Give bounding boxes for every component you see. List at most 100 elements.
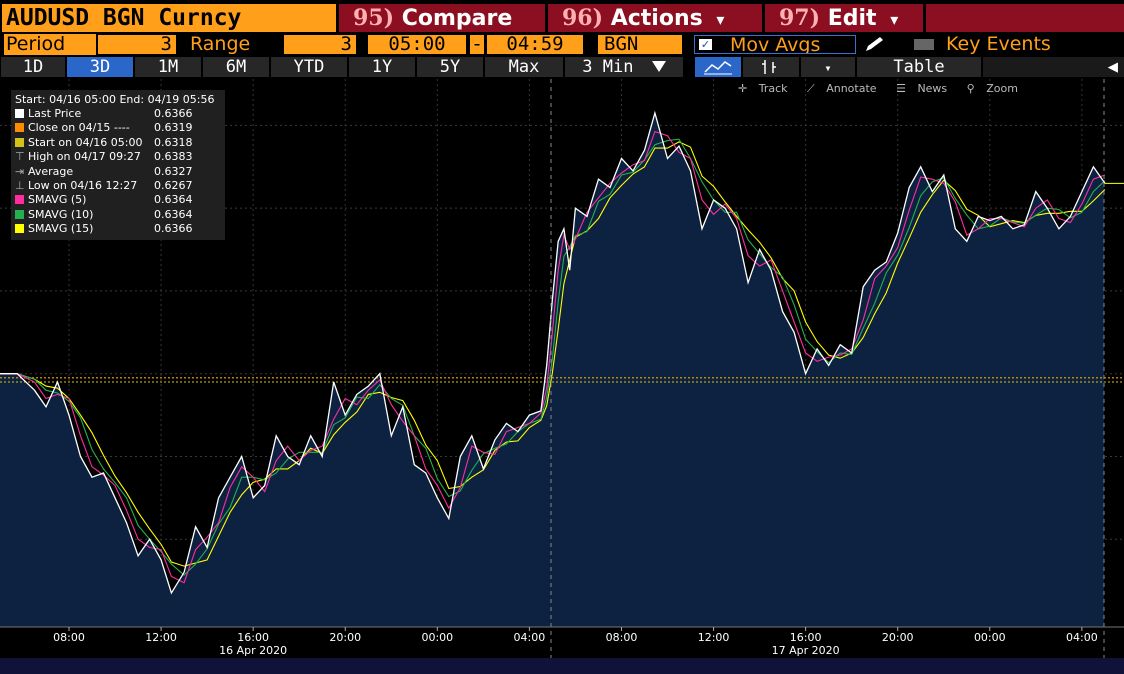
legend-item[interactable]: Start on 04/16 05:00 0.6318 bbox=[15, 136, 193, 150]
legend-swatch bbox=[15, 224, 24, 234]
date-labels: 16 Apr 2020 17 Apr 2020 bbox=[219, 644, 839, 657]
x-tick-label: 08:00 bbox=[606, 631, 638, 644]
actions-button-label: Actions bbox=[610, 6, 703, 31]
ticker-field[interactable]: AUDUSD BGN Curncy bbox=[2, 4, 336, 32]
series-line-smavg-15 bbox=[0, 141, 1106, 567]
zoom-button[interactable]: ⚲ Zoom bbox=[967, 82, 1026, 95]
legend-item[interactable]: ⊤ High on 04/17 09:27 0.6383 bbox=[15, 150, 193, 164]
x-tick-label: 12:00 bbox=[698, 631, 730, 644]
compare-button[interactable]: 95) Compare bbox=[339, 4, 545, 32]
series-lines bbox=[0, 110, 1124, 595]
x-tick-label: 04:00 bbox=[514, 631, 546, 644]
crosshair-icon: ✛ bbox=[738, 82, 748, 95]
legend-swatch bbox=[15, 209, 24, 219]
checkbox-checked-icon: ✓ bbox=[699, 38, 712, 51]
tab-5y[interactable]: 5Y bbox=[417, 57, 483, 77]
low-marker-icon: ⊥ bbox=[15, 179, 25, 192]
interval-dropdown[interactable]: 3 Min bbox=[565, 57, 683, 77]
legend-item[interactable]: Last Price 0.6366 bbox=[15, 107, 193, 121]
end-time-field[interactable]: 04:59 bbox=[487, 35, 583, 54]
legend-swatch bbox=[15, 137, 24, 147]
bar-chart-icon[interactable] bbox=[743, 57, 799, 77]
range-tabs-bar: 1D 3D 1M 6M YTD 1Y 5Y Max 3 Min ▾ Table … bbox=[0, 55, 1124, 79]
legend-value: 0.6267 bbox=[154, 179, 193, 192]
legend-value: 0.6364 bbox=[154, 207, 193, 221]
key-events-label: Key Events bbox=[946, 34, 1051, 55]
legend-label: Average bbox=[28, 164, 74, 178]
news-label: News bbox=[917, 82, 948, 95]
legend-item[interactable]: SMAVG (15) 0.6366 bbox=[15, 222, 193, 236]
legend-swatch bbox=[15, 195, 24, 205]
legend-item[interactable]: Close on 04/15 ---- 0.6319 bbox=[15, 121, 193, 135]
tab-6m[interactable]: 6M bbox=[203, 57, 269, 77]
chevron-down-icon: ▾ bbox=[716, 10, 725, 29]
legend-label: High on 04/17 09:27 bbox=[28, 150, 141, 164]
x-axis-ticks: 08:00 12:00 16:00 20:00 00:00 04:00 08:00 12:00… bbox=[53, 627, 1098, 644]
track-label: Track bbox=[758, 82, 788, 95]
legend-value: 0.6364 bbox=[154, 193, 193, 207]
legend-item[interactable]: SMAVG (10) 0.6364 bbox=[15, 208, 193, 222]
average-marker-icon: ⇥ bbox=[15, 164, 25, 178]
collapse-arrow-icon[interactable]: ◀ bbox=[983, 57, 1124, 77]
price-chart[interactable]: 08:00 12:00 16:00 20:00 00:00 04:00 08:00 12:00… bbox=[0, 79, 1124, 658]
title-bar: AUDUSD BGN Curncy 95) Compare 96) Action… bbox=[0, 0, 1124, 34]
annotate-button[interactable]: ⟋ Annotate bbox=[807, 82, 885, 95]
interval-label: 3 Min bbox=[582, 57, 634, 77]
tab-3d[interactable]: 3D bbox=[67, 57, 133, 77]
compare-button-label: Compare bbox=[401, 6, 513, 31]
key-events-checkbox-icon[interactable] bbox=[914, 39, 934, 50]
mov-avgs-toggle[interactable]: ✓ Mov Avgs bbox=[694, 35, 856, 54]
actions-button-number: 96) bbox=[562, 5, 604, 31]
legend-label: SMAVG (5) bbox=[28, 193, 87, 207]
legend-label: Low on 04/16 12:27 bbox=[28, 179, 138, 192]
line-chart-icon[interactable] bbox=[695, 57, 741, 77]
mov-avgs-label: Mov Avgs bbox=[730, 35, 821, 54]
x-tick-label: 12:00 bbox=[145, 631, 177, 644]
tab-max[interactable]: Max bbox=[485, 57, 563, 77]
series-line-smavg-10 bbox=[0, 138, 1106, 576]
actions-button[interactable]: 96) Actions ▾ bbox=[548, 4, 762, 32]
legend-label: SMAVG (15) bbox=[28, 222, 94, 236]
date-label: 16 Apr 2020 bbox=[219, 644, 287, 657]
track-button[interactable]: ✛ Track bbox=[738, 82, 796, 95]
title-bar-filler bbox=[926, 4, 1124, 32]
x-tick-label: 04:00 bbox=[1066, 631, 1098, 644]
chevron-down-icon: ▾ bbox=[890, 10, 899, 29]
chevron-down-icon: ▾ bbox=[824, 61, 832, 75]
legend-value: 0.6318 bbox=[154, 135, 193, 149]
pencil-icon[interactable] bbox=[862, 34, 892, 55]
legend-value: 0.6366 bbox=[154, 222, 193, 236]
legend-header: Start: 04/16 05:00 End: 04/19 05:56 bbox=[15, 93, 215, 106]
legend-item[interactable]: ⊥ Low on 04/16 12:27 0.6267 bbox=[15, 179, 193, 193]
time-separator: - bbox=[470, 35, 484, 54]
table-button[interactable]: Table bbox=[857, 57, 981, 77]
compare-button-number: 95) bbox=[353, 5, 395, 31]
legend-label: Close on 04/15 ---- bbox=[28, 121, 130, 135]
annotate-icon: ⟋ bbox=[807, 82, 815, 95]
range-field[interactable]: 3 bbox=[284, 35, 356, 54]
tab-1m[interactable]: 1M bbox=[135, 57, 201, 77]
legend-value: 0.6327 bbox=[154, 164, 193, 178]
legend-item[interactable]: ⇥ Average 0.6327 bbox=[15, 164, 193, 179]
tab-ytd[interactable]: YTD bbox=[271, 57, 347, 77]
legend-value: 0.6366 bbox=[154, 107, 193, 120]
tab-1y[interactable]: 1Y bbox=[349, 57, 415, 77]
options-bar: Period 3 Range 3 05:00 - 04:59 BGN ✓ Mov… bbox=[0, 34, 1124, 55]
period-field[interactable]: 3 bbox=[98, 35, 176, 54]
caret-down-icon bbox=[651, 61, 666, 72]
start-time-field[interactable]: 05:00 bbox=[368, 35, 466, 54]
price-area bbox=[0, 113, 1104, 627]
chart-type-dropdown[interactable]: ▾ bbox=[801, 57, 855, 77]
source-field[interactable]: BGN bbox=[598, 35, 682, 54]
date-label: 17 Apr 2020 bbox=[772, 644, 840, 657]
tab-1d[interactable]: 1D bbox=[1, 57, 65, 77]
legend-swatch bbox=[15, 109, 24, 118]
legend-item[interactable]: SMAVG (5) 0.6364 bbox=[15, 193, 193, 207]
legend-swatch bbox=[15, 123, 24, 133]
x-tick-label: 08:00 bbox=[53, 631, 85, 644]
news-button[interactable]: ☰ News bbox=[896, 82, 955, 95]
edit-button[interactable]: 97) Edit ▾ bbox=[765, 4, 923, 32]
range-label: Range bbox=[190, 34, 251, 55]
high-marker-icon: ⊤ bbox=[15, 150, 25, 164]
chart-toolbar: ✛ Track ⟋ Annotate ☰ News ⚲ Zoom bbox=[738, 82, 1034, 96]
